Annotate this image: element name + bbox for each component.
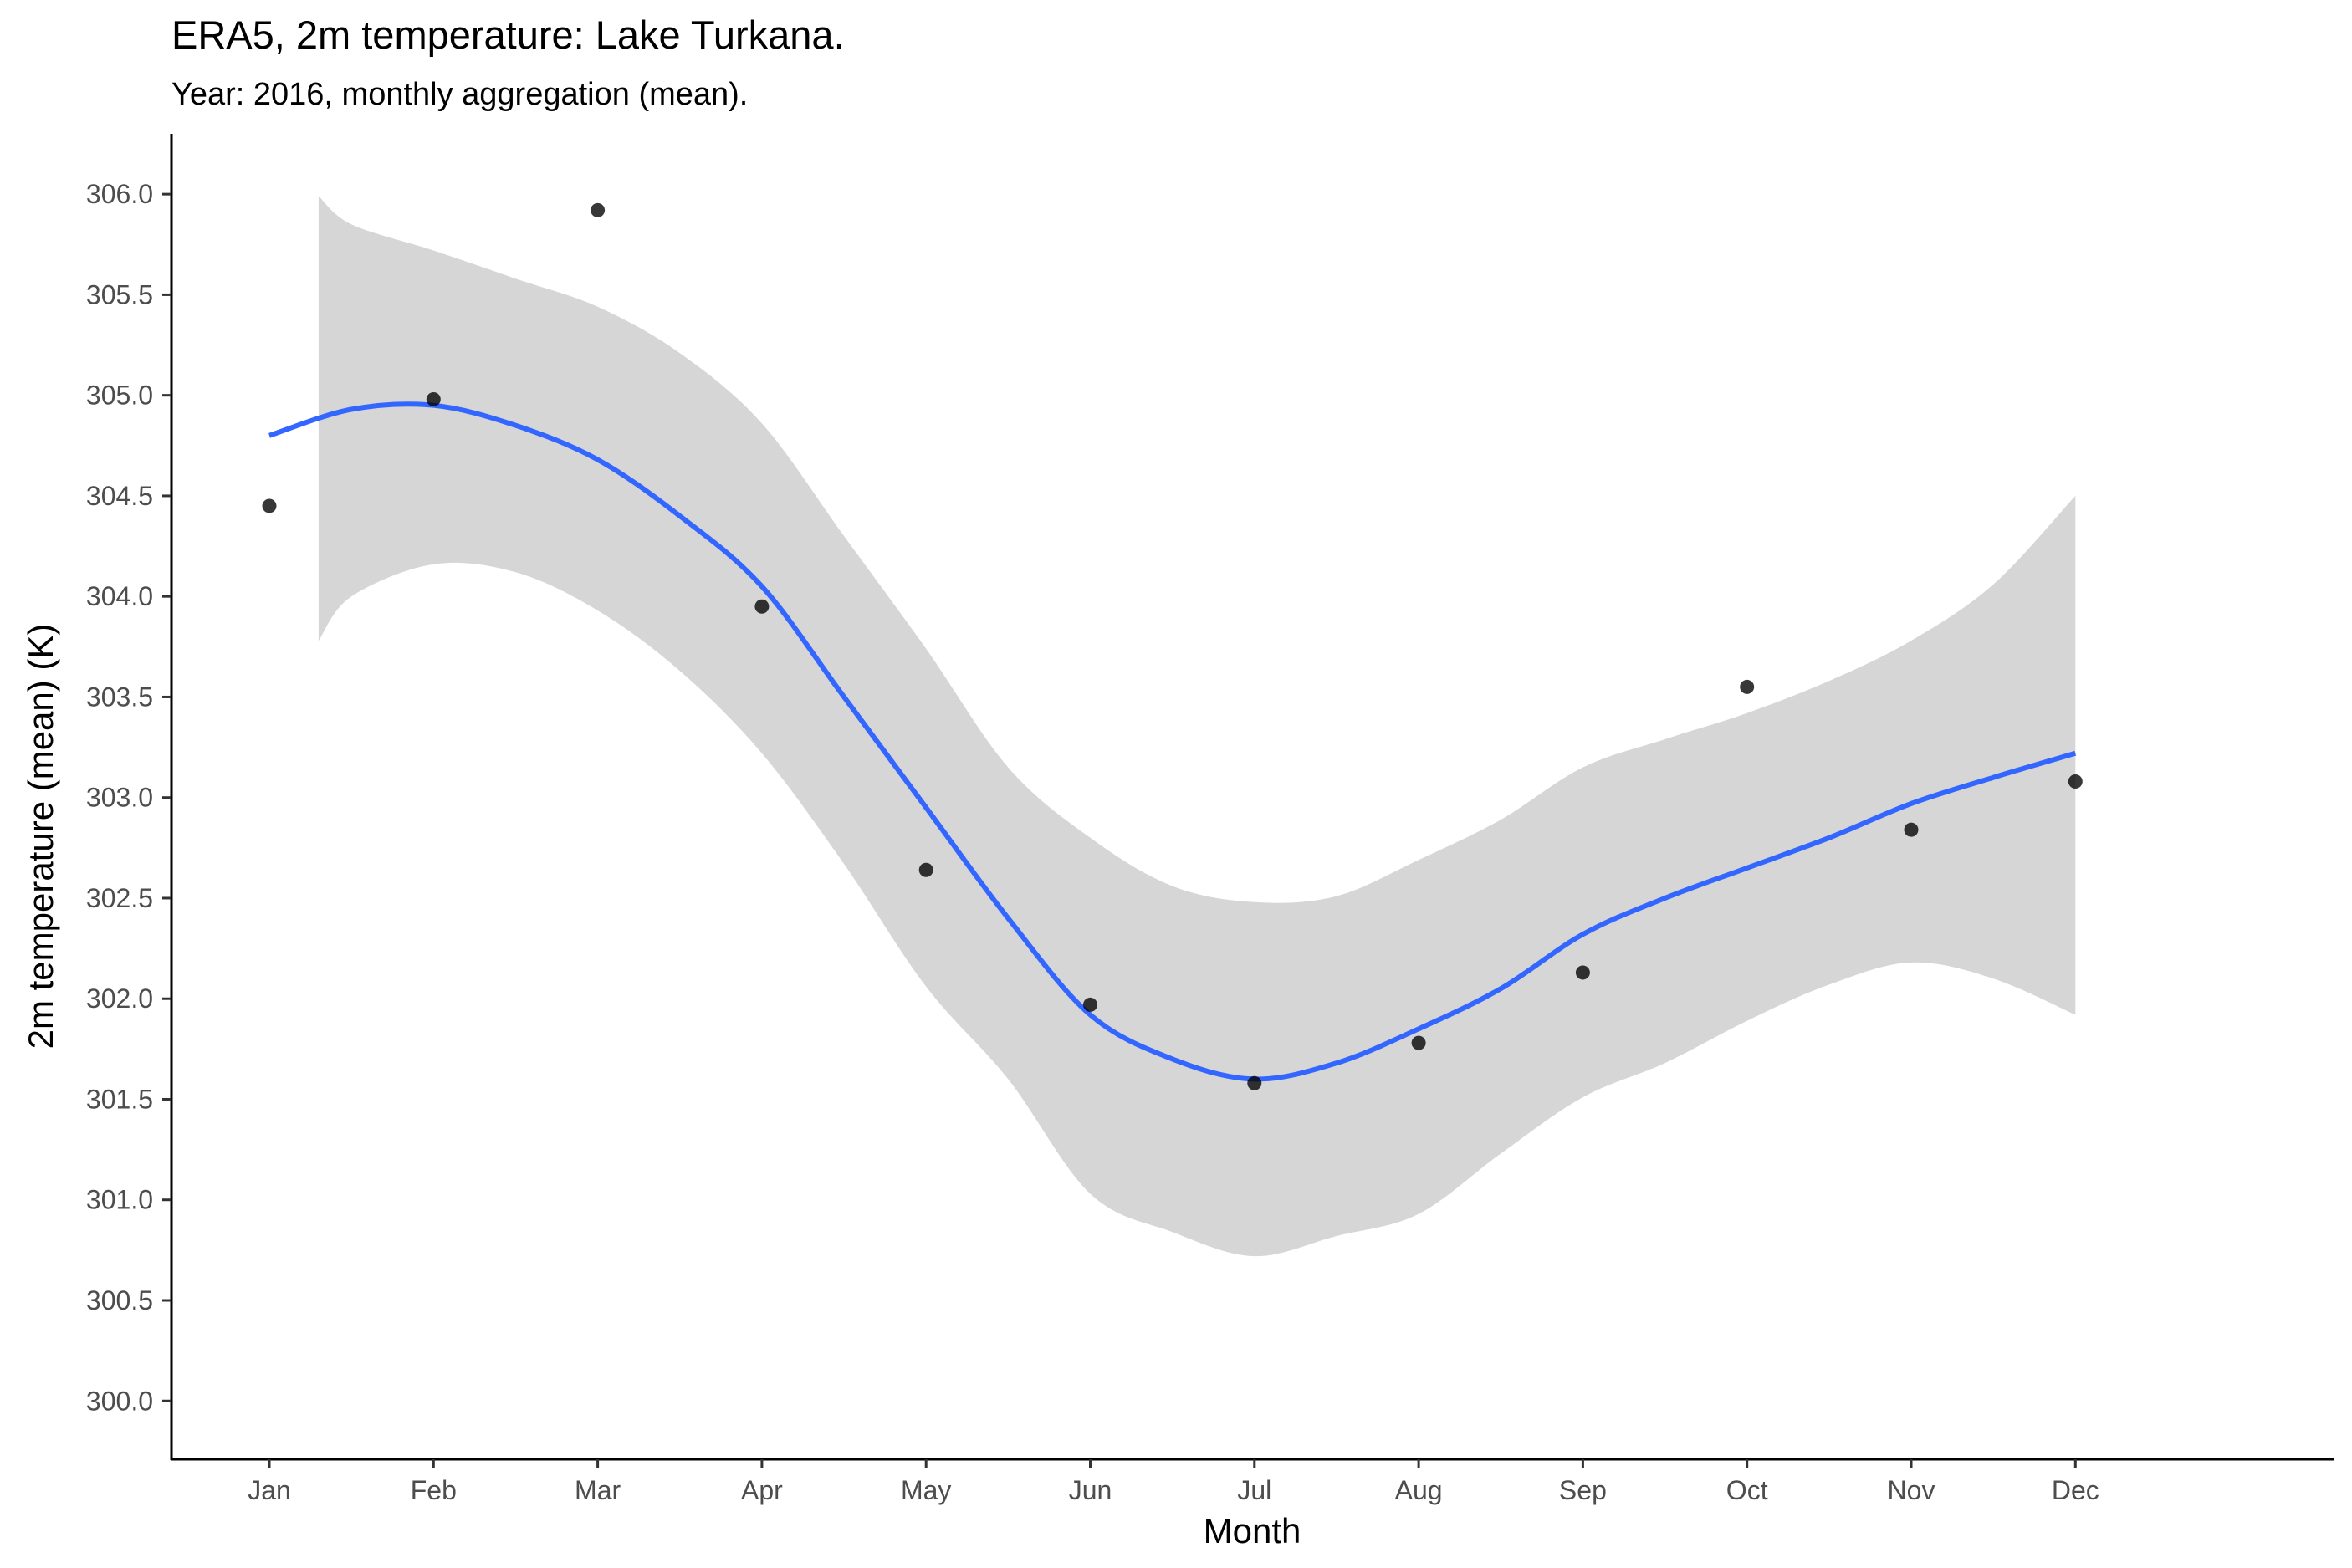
y-tick-label: 302.5 [86,883,153,913]
y-tick-label: 306.0 [86,179,153,209]
x-tick-label: May [901,1475,951,1505]
data-point-jun [1083,997,1097,1012]
data-point-aug [1411,1035,1426,1050]
data-points-layer [262,202,2083,1090]
x-tick-label: Oct [1726,1475,1768,1505]
confidence-band-layer [318,196,2076,1257]
smooth-curve [268,401,2077,1082]
y-tick-label: 303.0 [86,783,153,813]
data-point-mar [591,202,606,217]
x-tick-label: Jan [248,1475,291,1505]
x-tick-label: Sep [1559,1475,1607,1505]
x-tick-label: Jun [1069,1475,1112,1505]
data-point-sep [1575,965,1590,980]
data-point-oct [1740,679,1755,694]
y-tick-label: 301.0 [86,1185,153,1215]
chart-title: ERA5, 2m temperature: Lake Turkana. [171,13,845,57]
x-tick-label: Aug [1395,1475,1443,1505]
x-tick-label: Mar [575,1475,621,1505]
x-tick-label: Apr [741,1475,783,1505]
x-axis-title: Month [1204,1511,1301,1550]
data-point-jul [1247,1075,1262,1090]
x-tick-label: Dec [2052,1475,2099,1505]
x-tick-label: Jul [1237,1475,1271,1505]
y-axis-title: 2m temperature (mean) (K) [21,624,60,1050]
y-tick-label: 300.0 [86,1386,153,1416]
x-tick-label: Feb [411,1475,457,1505]
y-tick-label: 301.5 [86,1084,153,1114]
y-tick-label: 304.0 [86,581,153,611]
y-tick-label: 302.0 [86,983,153,1014]
data-point-apr [754,599,770,614]
data-point-dec [2068,774,2083,789]
data-point-feb [426,391,441,406]
confidence-band [318,196,2076,1257]
y-tick-label: 304.5 [86,481,153,511]
smooth-curve-layer [268,401,2077,1082]
y-tick-label: 305.5 [86,279,153,309]
y-tick-label: 305.0 [86,381,153,411]
data-point-nov [1904,822,1919,837]
axes-layer: 300.0 300.5 301.0 301.5 302.0 302.5 303.0 303.5… [86,134,2334,1505]
data-point-jan [262,498,277,513]
y-tick-label: 300.5 [86,1285,153,1315]
data-point-may [918,862,933,877]
x-tick-label: Nov [1888,1475,1935,1505]
y-tick-label: 303.5 [86,682,153,712]
chart-subtitle: Year: 2016, monthly aggregation (mean). [171,77,748,112]
